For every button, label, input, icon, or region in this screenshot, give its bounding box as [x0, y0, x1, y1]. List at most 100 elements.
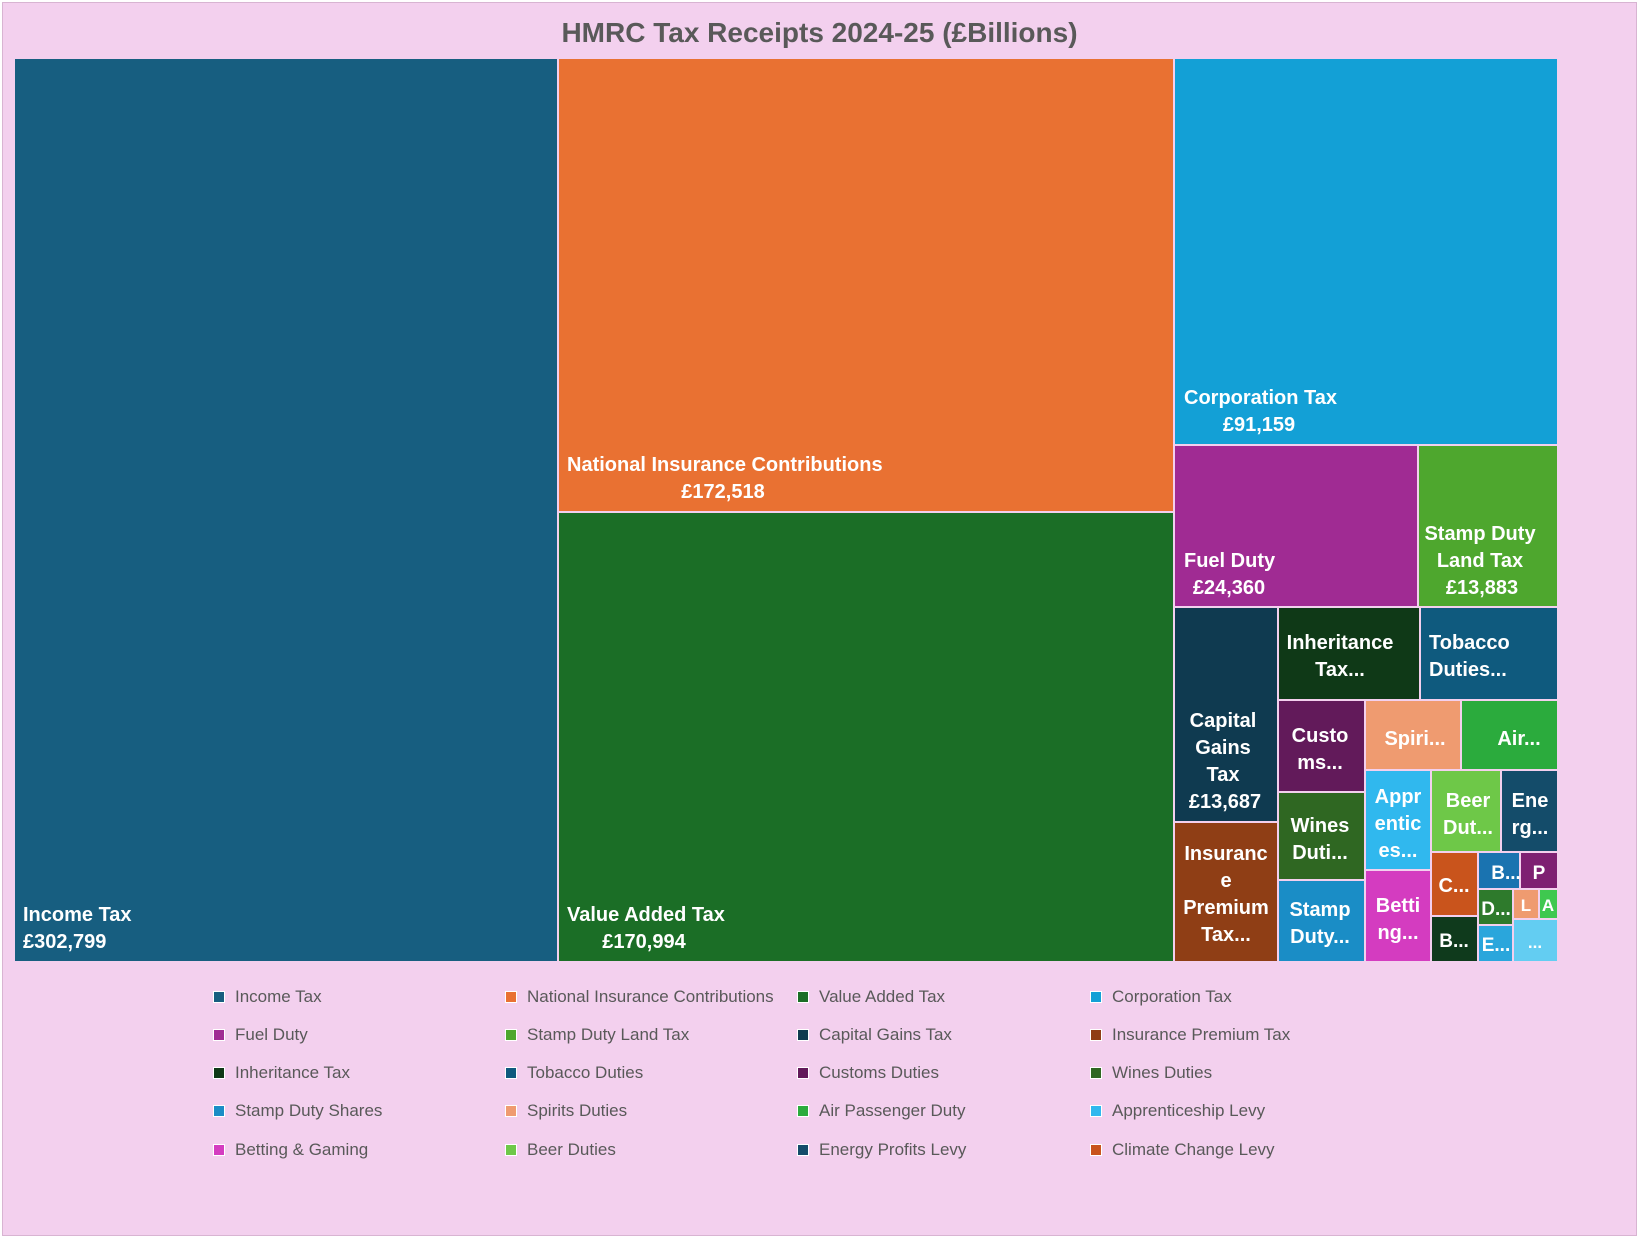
legend-swatch [797, 1144, 809, 1156]
tile-name-label: Land Tax [1437, 550, 1523, 572]
legend-item: Insurance Premium Tax [1090, 1023, 1290, 1047]
legend-item: Income Tax [213, 985, 322, 1009]
treemap-tile-rect [1175, 59, 1557, 444]
legend-item: Customs Duties [797, 1061, 939, 1085]
treemap-small-tile [1479, 853, 1519, 888]
treemap-small-tile [1540, 890, 1557, 918]
tile-name-label: Spiri... [1384, 728, 1445, 750]
legend-item: Tobacco Duties [505, 1061, 643, 1085]
treemap-tile-rect [559, 513, 1173, 961]
legend-swatch [213, 991, 225, 1003]
treemap-tile-rect [1175, 823, 1277, 961]
treemap-small-tile-label: D... [1481, 899, 1511, 920]
tile-name-label: Tobacco [1429, 632, 1510, 654]
legend-item: Fuel Duty [213, 1023, 308, 1047]
treemap-tile-rect [1366, 771, 1430, 869]
treemap-tile-rect [1279, 608, 1419, 699]
treemap-tile-rect [1279, 881, 1364, 961]
tile-value-label: £24,360 [1193, 577, 1265, 599]
legend-item: Stamp Duty Land Tax [505, 1023, 689, 1047]
treemap-small-tile-label: B... [1491, 863, 1521, 884]
treemap-tile: Fuel Duty £24,360 [1175, 446, 1417, 606]
legend-swatch [797, 991, 809, 1003]
treemap-small-tile-label: E... [1482, 935, 1511, 956]
tile-name-label: Ene [1512, 790, 1549, 812]
treemap-tile: Stamp Duty... [1279, 881, 1364, 961]
tile-name-label: es... [1379, 840, 1418, 862]
legend-swatch [1090, 1105, 1102, 1117]
treemap-tile-rect [1502, 771, 1557, 851]
treemap-tile-rect [1432, 853, 1477, 915]
treemap-tile: Insuranc e Premium Tax... [1175, 823, 1277, 961]
legend-label: Stamp Duty Land Tax [527, 1025, 690, 1044]
treemap-tile: Income Tax £302,799 [15, 59, 557, 961]
treemap-tile-rect [1366, 871, 1430, 961]
legend-label: Value Added Tax [819, 987, 946, 1006]
legend-item: Energy Profits Levy [797, 1138, 966, 1162]
legend-item: Inheritance Tax [213, 1061, 350, 1085]
treemap-small-tile-label: P [1533, 863, 1546, 884]
chart-title: HMRC Tax Receipts 2024-25 (£Billions) [561, 17, 1078, 48]
treemap-tile-rect [559, 59, 1173, 511]
tile-name-label: Duty... [1290, 926, 1350, 948]
treemap-tile-rect [1421, 608, 1557, 699]
treemap-small-tile [1521, 853, 1557, 888]
legend-label: Corporation Tax [1112, 987, 1232, 1006]
legend-item: Air Passenger Duty [797, 1099, 965, 1123]
tile-name-label: ng... [1377, 922, 1418, 944]
legend-swatch [797, 1105, 809, 1117]
tile-name-label: Tax... [1315, 659, 1365, 681]
treemap-tile: C... [1432, 853, 1477, 915]
tile-name-label: Fuel Duty [1184, 550, 1276, 572]
tile-name-label: Beer [1446, 790, 1491, 812]
legend-swatch [213, 1144, 225, 1156]
legend-item: Spirits Duties [505, 1099, 627, 1123]
legend-swatch [505, 991, 517, 1003]
legend-item: Apprenticeship Levy [1090, 1099, 1265, 1123]
legend-swatch [505, 1067, 517, 1079]
tile-name-label: National Insurance Contributions [567, 454, 883, 476]
tile-name-label: Premium [1183, 897, 1269, 919]
treemap-tile-rect [1432, 771, 1500, 851]
legend-label: Apprenticeship Levy [1112, 1101, 1266, 1120]
treemap-small-tile-label: ... [1528, 933, 1542, 952]
treemap-small-tile [1432, 917, 1477, 961]
legend-label: Stamp Duty Shares [235, 1101, 383, 1120]
treemap-tile: Betti ng... [1366, 871, 1430, 961]
legend-swatch [797, 1067, 809, 1079]
treemap-tile: Air... [1462, 701, 1557, 769]
legend-label: Income Tax [235, 987, 322, 1006]
tile-name-label: Custo [1292, 725, 1349, 747]
tile-value-label: £302,799 [23, 931, 106, 953]
legend-item: National Insurance Contributions [505, 985, 774, 1009]
tile-name-label: entic [1375, 813, 1422, 835]
treemap-small-tile [1514, 920, 1557, 961]
legend-swatch [505, 1105, 517, 1117]
tile-name-label: Stamp [1289, 899, 1350, 921]
legend-label: Air Passenger Duty [819, 1101, 966, 1120]
legend-item: Beer Duties [505, 1138, 616, 1162]
tile-value-label: £13,687 [1189, 791, 1261, 813]
legend-label: Beer Duties [527, 1140, 616, 1159]
tile-value-label: £172,518 [681, 481, 764, 503]
legend-label: Spirits Duties [527, 1101, 628, 1120]
legend-label: Energy Profits Levy [819, 1140, 967, 1159]
legend-label: Tobacco Duties [527, 1063, 644, 1082]
treemap-small-tile [1479, 890, 1512, 924]
legend-label: Fuel Duty [235, 1025, 308, 1044]
tile-name-label: Value Added Tax [567, 904, 725, 926]
treemap-tile: Appr entic es... [1366, 771, 1430, 869]
legend-item: Corporation Tax [1090, 985, 1232, 1009]
tile-name-label: Capital [1190, 710, 1257, 732]
treemap-tile-rect [1366, 701, 1460, 769]
treemap-tile-rect [1419, 446, 1557, 606]
treemap-tile: Ene rg... [1502, 771, 1557, 851]
treemap-tile: Wines Duti... [1279, 793, 1364, 879]
tile-value-label: £13,883 [1446, 577, 1518, 599]
legend-label: Climate Change Levy [1112, 1140, 1275, 1159]
legend-swatch [213, 1105, 225, 1117]
legend-swatch [1090, 1067, 1102, 1079]
treemap-tile-rect [1175, 446, 1417, 606]
tile-value-label: £170,994 [602, 931, 686, 953]
treemap-tile-rect [1279, 701, 1364, 791]
